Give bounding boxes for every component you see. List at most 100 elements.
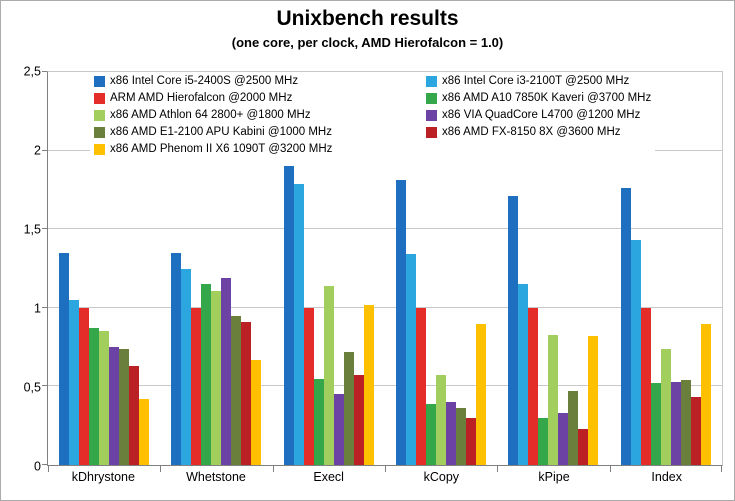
- bar: [343, 351, 354, 465]
- y-tick: [42, 306, 47, 308]
- bar: [680, 380, 691, 465]
- y-tick: [42, 228, 47, 230]
- legend-label: x86 AMD A10 7850K Kaveri @3700 MHz: [442, 92, 652, 104]
- legend-swatch: [426, 92, 437, 104]
- bar: [171, 252, 182, 465]
- bar: [446, 402, 457, 465]
- legend-item: x86 AMD Phenom II X6 1090T @3200 MHz: [94, 143, 426, 155]
- legend-label: ARM AMD Hierofalcon @2000 MHz: [110, 92, 293, 104]
- bar: [700, 323, 711, 465]
- bar: [588, 336, 599, 465]
- x-tick: [272, 466, 274, 472]
- bar: [69, 299, 80, 465]
- legend-label: x86 AMD FX-8150 8X @3600 MHz: [442, 126, 621, 138]
- gridline: [48, 228, 722, 230]
- bar-group: [48, 72, 160, 465]
- bar: [363, 304, 374, 465]
- bar: [456, 408, 467, 465]
- gridline: [48, 306, 722, 308]
- bar: [323, 285, 334, 465]
- bar: [191, 307, 202, 465]
- bar: [538, 417, 549, 465]
- bar: [690, 397, 701, 465]
- y-tick: [42, 385, 47, 387]
- legend-item: x86 VIA QuadCore L4700 @1200 MHz: [426, 109, 651, 121]
- x-axis-label: Execl: [313, 470, 344, 484]
- bar-group: [497, 72, 609, 465]
- y-axis-labels: 0 0,5 1 1,5 2 2,5: [7, 65, 41, 472]
- bar: [396, 180, 407, 465]
- x-axis-label: Whetstone: [186, 470, 246, 484]
- x-axis-label: Index: [651, 470, 682, 484]
- legend-swatch: [94, 109, 105, 121]
- y-tick: [42, 464, 47, 465]
- legend-item: ARM AMD Hierofalcon @2000 MHz: [94, 92, 426, 104]
- legend-swatch: [94, 143, 105, 155]
- x-axis-labels: kDhrystone Whetstone Execl kCopy kPipe Index: [47, 470, 723, 484]
- bar: [109, 347, 120, 465]
- bar: [620, 188, 631, 465]
- bar-group: [160, 72, 272, 465]
- bar-group: [610, 72, 722, 465]
- bar: [558, 413, 569, 465]
- bar: [313, 378, 324, 465]
- bar: [89, 328, 100, 465]
- chart-title: Unixbench results: [276, 7, 459, 30]
- bar-group: [273, 72, 385, 465]
- x-tick: [385, 466, 386, 472]
- bar: [59, 252, 70, 465]
- bar: [416, 307, 427, 465]
- x-axis-label: kPipe: [538, 470, 570, 484]
- bar: [293, 183, 304, 465]
- y-tick: [42, 149, 47, 151]
- bar: [231, 315, 242, 465]
- legend-item: x86 Intel Core i3-2100T @2500 MHz: [426, 75, 651, 87]
- x-tick: [497, 466, 499, 472]
- legend-swatch: [426, 109, 437, 121]
- bar: [476, 323, 487, 465]
- bar: [201, 284, 212, 465]
- bar: [578, 428, 589, 465]
- legend-swatch: [426, 75, 437, 87]
- bar: [119, 348, 130, 465]
- bar: [406, 254, 417, 465]
- bar: [436, 375, 447, 465]
- bar: [426, 403, 437, 465]
- y-axis-label: 1: [34, 300, 41, 315]
- bar: [670, 381, 681, 465]
- legend-item: x86 AMD E1-2100 APU Kabini @1000 MHz: [94, 126, 426, 138]
- legend-label: x86 AMD E1-2100 APU Kabini @1000 MHz: [110, 126, 332, 138]
- y-tick: [42, 71, 47, 72]
- legend-item: x86 AMD FX-8150 8X @3600 MHz: [426, 126, 651, 138]
- x-tick: [609, 466, 611, 472]
- bar: [99, 331, 110, 465]
- bar: [303, 307, 314, 465]
- bar: [181, 268, 192, 465]
- legend-label: x86 Intel Core i5-2400S @2500 MHz: [110, 75, 299, 87]
- bar-group: [385, 72, 497, 465]
- bar: [333, 394, 344, 465]
- legend-item: x86 Intel Core i5-2400S @2500 MHz: [94, 75, 426, 87]
- legend: x86 Intel Core i5-2400S @2500 MHz x86 Int…: [90, 73, 656, 157]
- x-axis-label: kCopy: [423, 470, 460, 484]
- bar: [353, 375, 364, 465]
- legend-label: x86 AMD Athlon 64 2800+ @1800 MHz: [110, 109, 311, 121]
- bar: [528, 307, 539, 465]
- bar: [568, 391, 579, 465]
- legend-label: x86 VIA QuadCore L4700 @1200 MHz: [442, 109, 641, 121]
- y-axis-label: 2,5: [23, 63, 41, 78]
- legend-swatch: [94, 126, 105, 138]
- legend-label: x86 Intel Core i3-2100T @2500 MHz: [442, 75, 630, 87]
- bar: [211, 290, 222, 465]
- chart-subtitle: (one core, per clock, AMD Hierofalcon = …: [231, 35, 504, 50]
- gridline: [48, 385, 722, 387]
- legend-swatch: [426, 126, 437, 138]
- plot-area: x86 Intel Core i5-2400S @2500 MHz x86 Int…: [42, 71, 723, 472]
- bar: [129, 365, 140, 465]
- bar: [640, 307, 651, 465]
- bar-groups: [48, 72, 722, 465]
- y-axis-label: 0: [34, 458, 41, 473]
- x-tick: [160, 466, 162, 472]
- legend-item: x86 AMD A10 7850K Kaveri @3700 MHz: [426, 92, 651, 104]
